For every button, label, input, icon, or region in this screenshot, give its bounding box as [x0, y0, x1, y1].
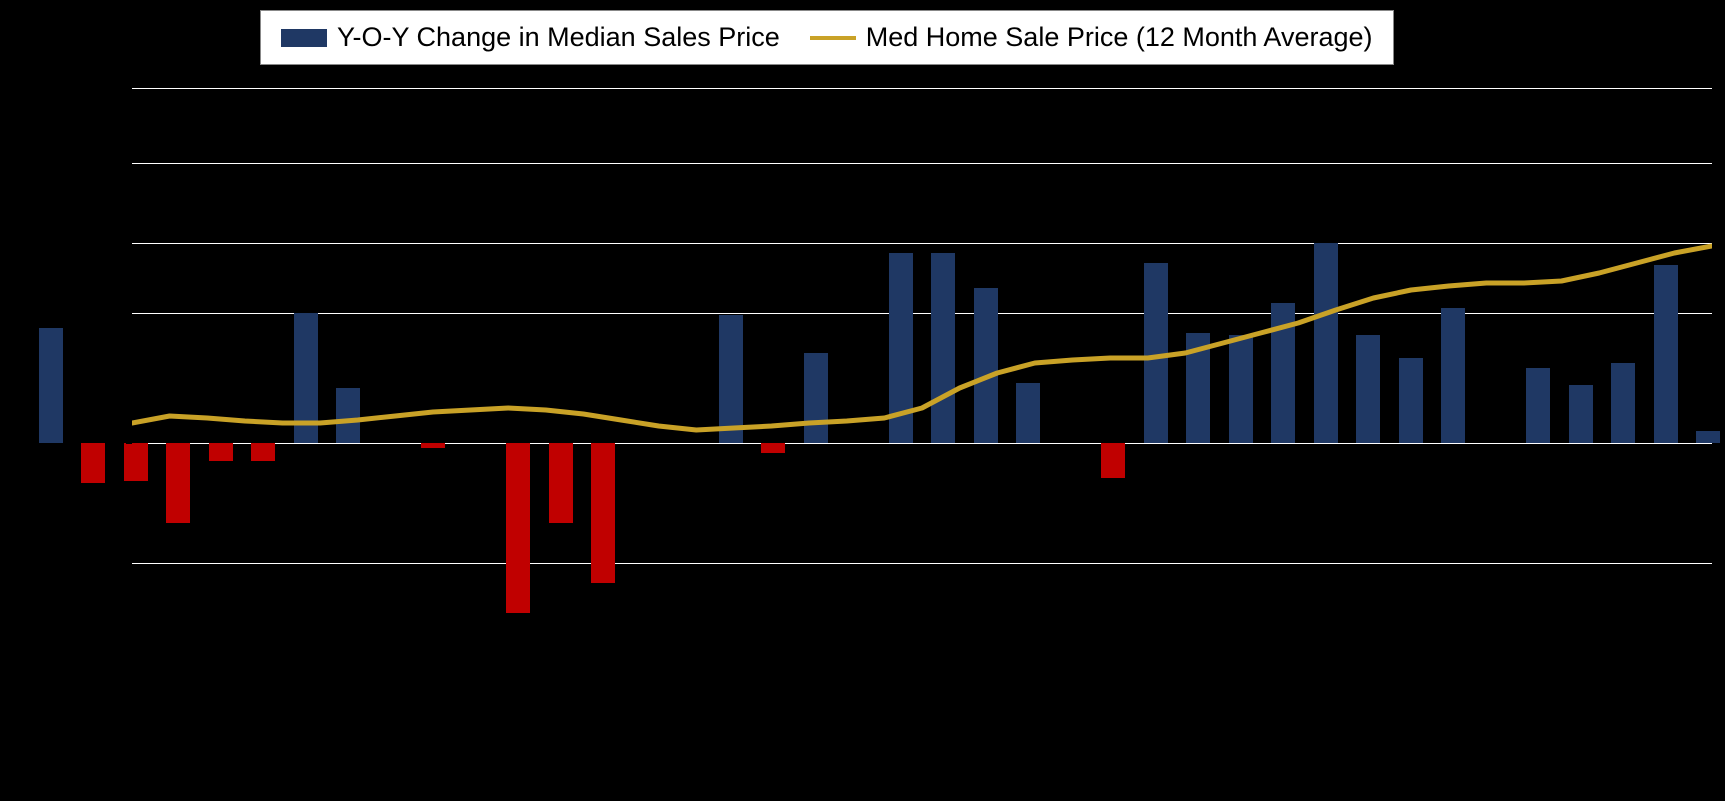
x-tick-minor: [667, 623, 668, 647]
legend: Y-O-Y Change in Median Sales Price Med Ho…: [260, 10, 1394, 65]
bar: [251, 443, 275, 461]
gridline: [132, 563, 1712, 564]
x-tick-minor: [200, 623, 201, 647]
x-tick-minor: [242, 623, 243, 647]
x-tick-minor: [455, 623, 456, 647]
bar: [719, 315, 743, 443]
bar: [1654, 265, 1678, 443]
legend-item: Y-O-Y Change in Median Sales Price: [281, 22, 780, 53]
x-tick-minor: [1092, 623, 1093, 647]
x-tick-minor: [1050, 623, 1051, 647]
x-tick-minor: [752, 623, 753, 647]
x-tick-minor: [710, 623, 711, 647]
legend-label: Med Home Sale Price (12 Month Average): [866, 22, 1373, 53]
combo-chart: Y-O-Y Change in Median Sales Price Med Ho…: [0, 0, 1725, 801]
bar: [39, 328, 63, 443]
gridline: [132, 443, 1712, 444]
bar: [294, 313, 318, 443]
bar: [804, 353, 828, 443]
x-tick-minor: [922, 623, 923, 647]
bar: [209, 443, 233, 461]
x-tick-minor: [1262, 623, 1263, 647]
bar: [336, 388, 360, 443]
x-tick-minor: [412, 623, 413, 647]
bar: [931, 253, 955, 443]
x-tick-minor: [115, 623, 116, 647]
x-tick-minor: [1517, 623, 1518, 647]
bar: [549, 443, 573, 523]
x-tick-minor: [837, 623, 838, 647]
bar: [1356, 335, 1380, 443]
gridline: [132, 163, 1712, 164]
bar: [1314, 243, 1338, 443]
bar: [1526, 368, 1550, 443]
bar: [1016, 383, 1040, 443]
y-tick: [126, 563, 132, 564]
x-tick-minor: [72, 623, 73, 647]
bar: [1101, 443, 1125, 478]
bar: [1186, 333, 1210, 443]
x-tick-minor: [497, 623, 498, 647]
bar: [974, 288, 998, 443]
x-tick-minor: [1177, 623, 1178, 647]
bar: [1611, 363, 1635, 443]
x-tick-minor: [370, 623, 371, 647]
x-tick-minor: [1305, 623, 1306, 647]
x-tick-minor: [540, 623, 541, 647]
x-tick-minor: [1135, 623, 1136, 647]
x-tick-minor: [1347, 623, 1348, 647]
plot-area: [132, 88, 1712, 703]
bar: [1441, 308, 1465, 443]
bar: [124, 443, 148, 481]
bar: [1569, 385, 1593, 443]
bar: [1144, 263, 1168, 443]
y-tick: [126, 443, 132, 444]
legend-label: Y-O-Y Change in Median Sales Price: [337, 22, 780, 53]
bar: [889, 253, 913, 443]
bar: [591, 443, 615, 583]
legend-swatch-bar: [281, 29, 327, 47]
x-tick-minor: [582, 623, 583, 647]
legend-item: Med Home Sale Price (12 Month Average): [810, 22, 1373, 53]
x-tick-minor: [1007, 623, 1008, 647]
x-tick-minor: [157, 623, 158, 647]
x-tick-major: [625, 623, 626, 679]
bar: [761, 443, 785, 453]
y-tick: [126, 88, 132, 89]
x-tick-minor: [1475, 623, 1476, 647]
y-tick: [126, 623, 132, 624]
x-tick-minor: [1645, 623, 1646, 647]
bar: [1696, 431, 1720, 443]
gridline: [132, 243, 1712, 244]
gridline: [132, 88, 1712, 89]
bar: [81, 443, 105, 483]
bar: [421, 443, 445, 448]
bar: [166, 443, 190, 523]
bar: [1399, 358, 1423, 443]
x-tick-minor: [285, 623, 286, 647]
x-tick-major: [30, 623, 31, 679]
x-tick-minor: [1602, 623, 1603, 647]
x-tick-minor: [327, 623, 328, 647]
legend-swatch-line: [810, 36, 856, 40]
gridline: [132, 313, 1712, 314]
x-tick-minor: [880, 623, 881, 647]
x-tick-minor: [1560, 623, 1561, 647]
x-tick-major: [1220, 623, 1221, 679]
bar: [1229, 335, 1253, 443]
line-series: [132, 88, 1712, 703]
y-tick: [126, 313, 132, 314]
bar: [1271, 303, 1295, 443]
x-tick-minor: [795, 623, 796, 647]
x-tick-minor: [1687, 623, 1688, 647]
x-tick-minor: [1390, 623, 1391, 647]
y-tick: [126, 163, 132, 164]
x-tick-minor: [965, 623, 966, 647]
y-tick: [126, 243, 132, 244]
x-tick-minor: [1432, 623, 1433, 647]
bar: [506, 443, 530, 613]
